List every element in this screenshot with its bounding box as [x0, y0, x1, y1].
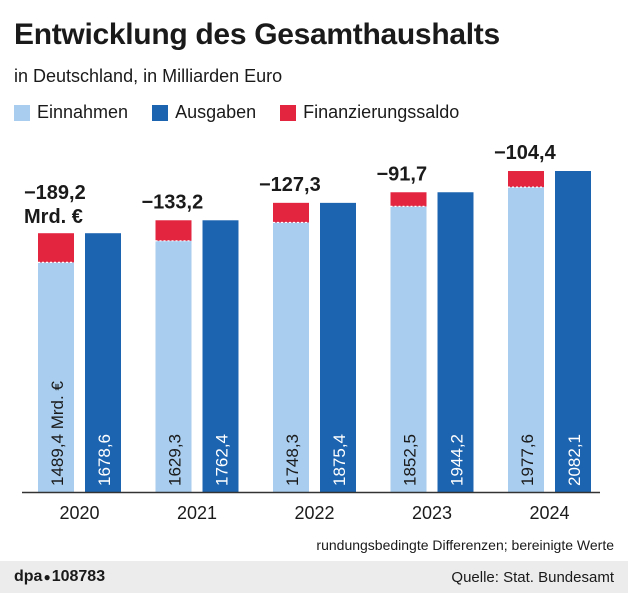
- value-label-saldo-unit: Mrd. €: [24, 206, 83, 228]
- bar-ausgaben-2024: [555, 171, 591, 492]
- x-tick-label-2020: 2020: [59, 503, 99, 523]
- value-label-ausgaben-2021: 1762,4: [213, 434, 232, 486]
- bar-einnahmen-2022: [273, 222, 309, 492]
- value-label-einnahmen-2024: 1977,6: [518, 434, 537, 486]
- value-label-einnahmen-2021: 1629,3: [166, 434, 185, 486]
- chart-subtitle: in Deutschland, in Milliarden Euro: [14, 66, 283, 86]
- value-label-einnahmen-2022: 1748,3: [283, 434, 302, 486]
- bar-ausgaben-2023: [437, 192, 474, 492]
- bar-saldo-2023: [390, 192, 427, 207]
- x-tick-label-2022: 2022: [294, 503, 334, 523]
- value-label-ausgaben-2024: 2082,1: [565, 434, 584, 486]
- legend-item-einnahmen: Einnahmen: [14, 102, 128, 123]
- x-tick-label-2023: 2023: [412, 503, 452, 523]
- legend-label-einnahmen: Einnahmen: [37, 102, 129, 122]
- bar-saldo-2020: [38, 233, 74, 263]
- bar-saldo-2024: [508, 171, 544, 188]
- bar-saldo-2021: [155, 220, 192, 241]
- chart-title: Entwicklung des Gesamthaushalts: [14, 18, 500, 51]
- x-tick-label-2024: 2024: [529, 503, 569, 523]
- footer-bar: dpa●108783 Quelle: Stat. Bundesamt: [0, 561, 628, 593]
- bar-ausgaben-2022: [320, 202, 356, 493]
- value-label-ausgaben-2022: 1875,4: [330, 434, 349, 486]
- legend-swatch-saldo: [280, 104, 297, 121]
- agency-credit: dpa●108783: [14, 568, 105, 586]
- legend-swatch-einnahmen: [14, 104, 30, 121]
- bar-ausgaben-2021: [202, 220, 239, 492]
- legend-item-ausgaben: Ausgaben: [152, 102, 256, 123]
- legend-item-saldo: Finanzierungssaldo: [280, 102, 459, 123]
- agency-name: dpa: [14, 568, 43, 585]
- bar-einnahmen-2023: [390, 206, 427, 493]
- bar-ausgaben-2020: [85, 233, 121, 492]
- legend-swatch-ausgaben: [152, 104, 169, 121]
- bar-einnahmen-2020: [38, 262, 74, 492]
- source-credit: Quelle: Stat. Bundesamt: [451, 569, 614, 586]
- value-label-saldo-2022: −127,3: [259, 174, 321, 196]
- bar-einnahmen-2024: [508, 187, 544, 492]
- bar-saldo-2022: [273, 202, 309, 223]
- value-label-saldo-2023: −91,7: [377, 163, 428, 185]
- bar-einnahmen-2021: [155, 240, 192, 492]
- value-label-einnahmen-2023: 1852,5: [401, 434, 420, 486]
- value-label-ausgaben-2023: 1944,2: [448, 434, 467, 486]
- value-label-ausgaben-2020: 1678,6: [95, 434, 114, 486]
- value-label-saldo-2020: −189,2: [24, 182, 86, 204]
- value-label-saldo-2024: −104,4: [494, 142, 557, 164]
- value-label-saldo-2021: −133,2: [142, 191, 204, 213]
- legend-label-saldo: Finanzierungssaldo: [303, 102, 460, 122]
- value-label-einnahmen-2020: 1489,4 Mrd. €: [48, 381, 67, 486]
- legend-label-ausgaben: Ausgaben: [175, 102, 257, 122]
- x-tick-label-2021: 2021: [177, 503, 217, 523]
- legend: Einnahmen Ausgaben Finanzierungssaldo: [14, 102, 483, 123]
- footnote: rundungsbedingte Differenzen; bereinigte…: [316, 537, 614, 553]
- bullet-icon: ●: [43, 569, 51, 584]
- graphic-number: 108783: [51, 568, 106, 585]
